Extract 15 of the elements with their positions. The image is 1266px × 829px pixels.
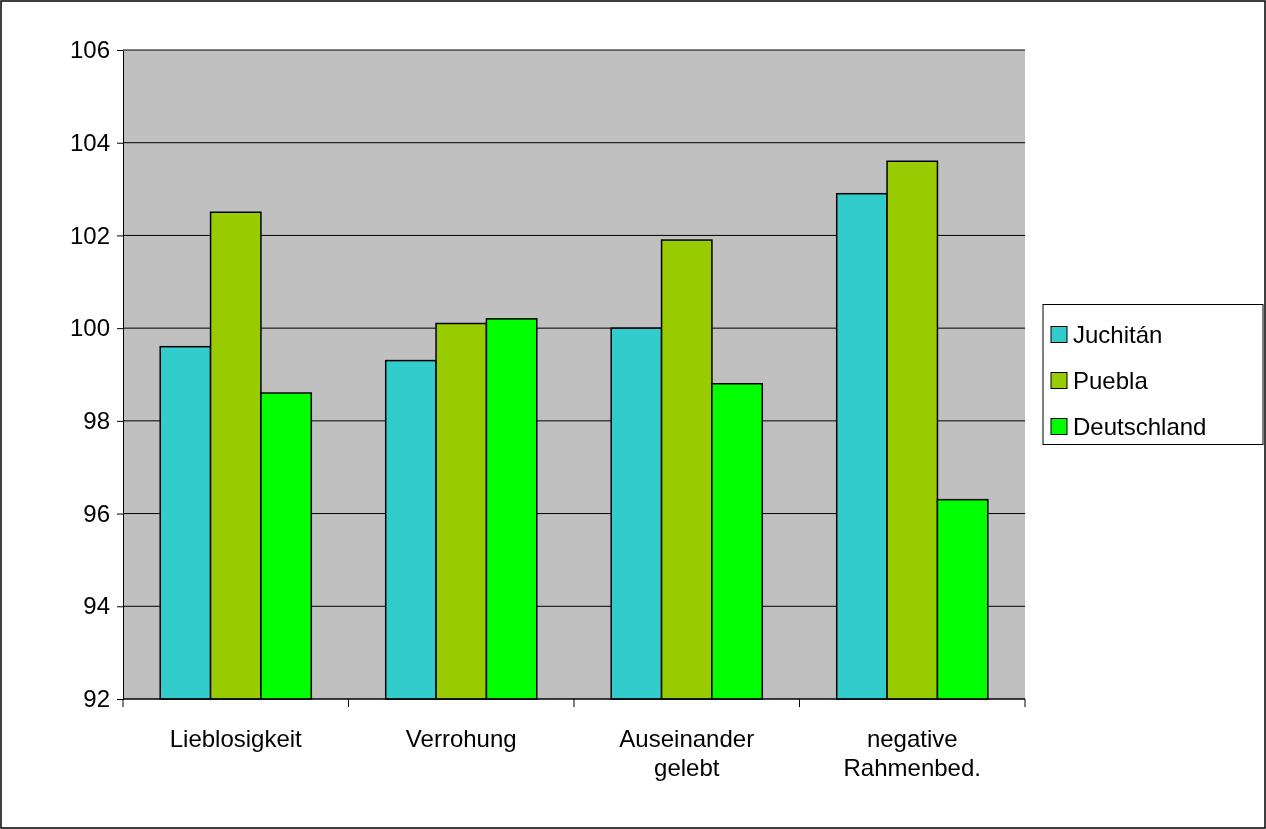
legend-label: Puebla [1073, 366, 1149, 394]
legend-label: Deutschland [1073, 412, 1207, 440]
x-tick-label: Lieblosigkeit [169, 725, 303, 752]
y-tick-label: 100 [69, 314, 110, 342]
x-tick-label: Verrohung [405, 725, 517, 752]
y-tick-label: 96 [83, 499, 110, 527]
legend-label: Juchitán [1073, 320, 1163, 348]
y-tick-label: 92 [83, 685, 110, 713]
y-tick-label: 98 [83, 407, 110, 435]
y-tick-label: 102 [69, 221, 110, 249]
x-tick-label: negative Rahmenbed. [843, 725, 981, 781]
y-tick-label: 104 [69, 128, 110, 156]
y-tick-label: 94 [83, 592, 110, 620]
y-tick-label: 106 [69, 36, 110, 64]
x-tick-label: Auseinander gelebt [619, 725, 755, 781]
